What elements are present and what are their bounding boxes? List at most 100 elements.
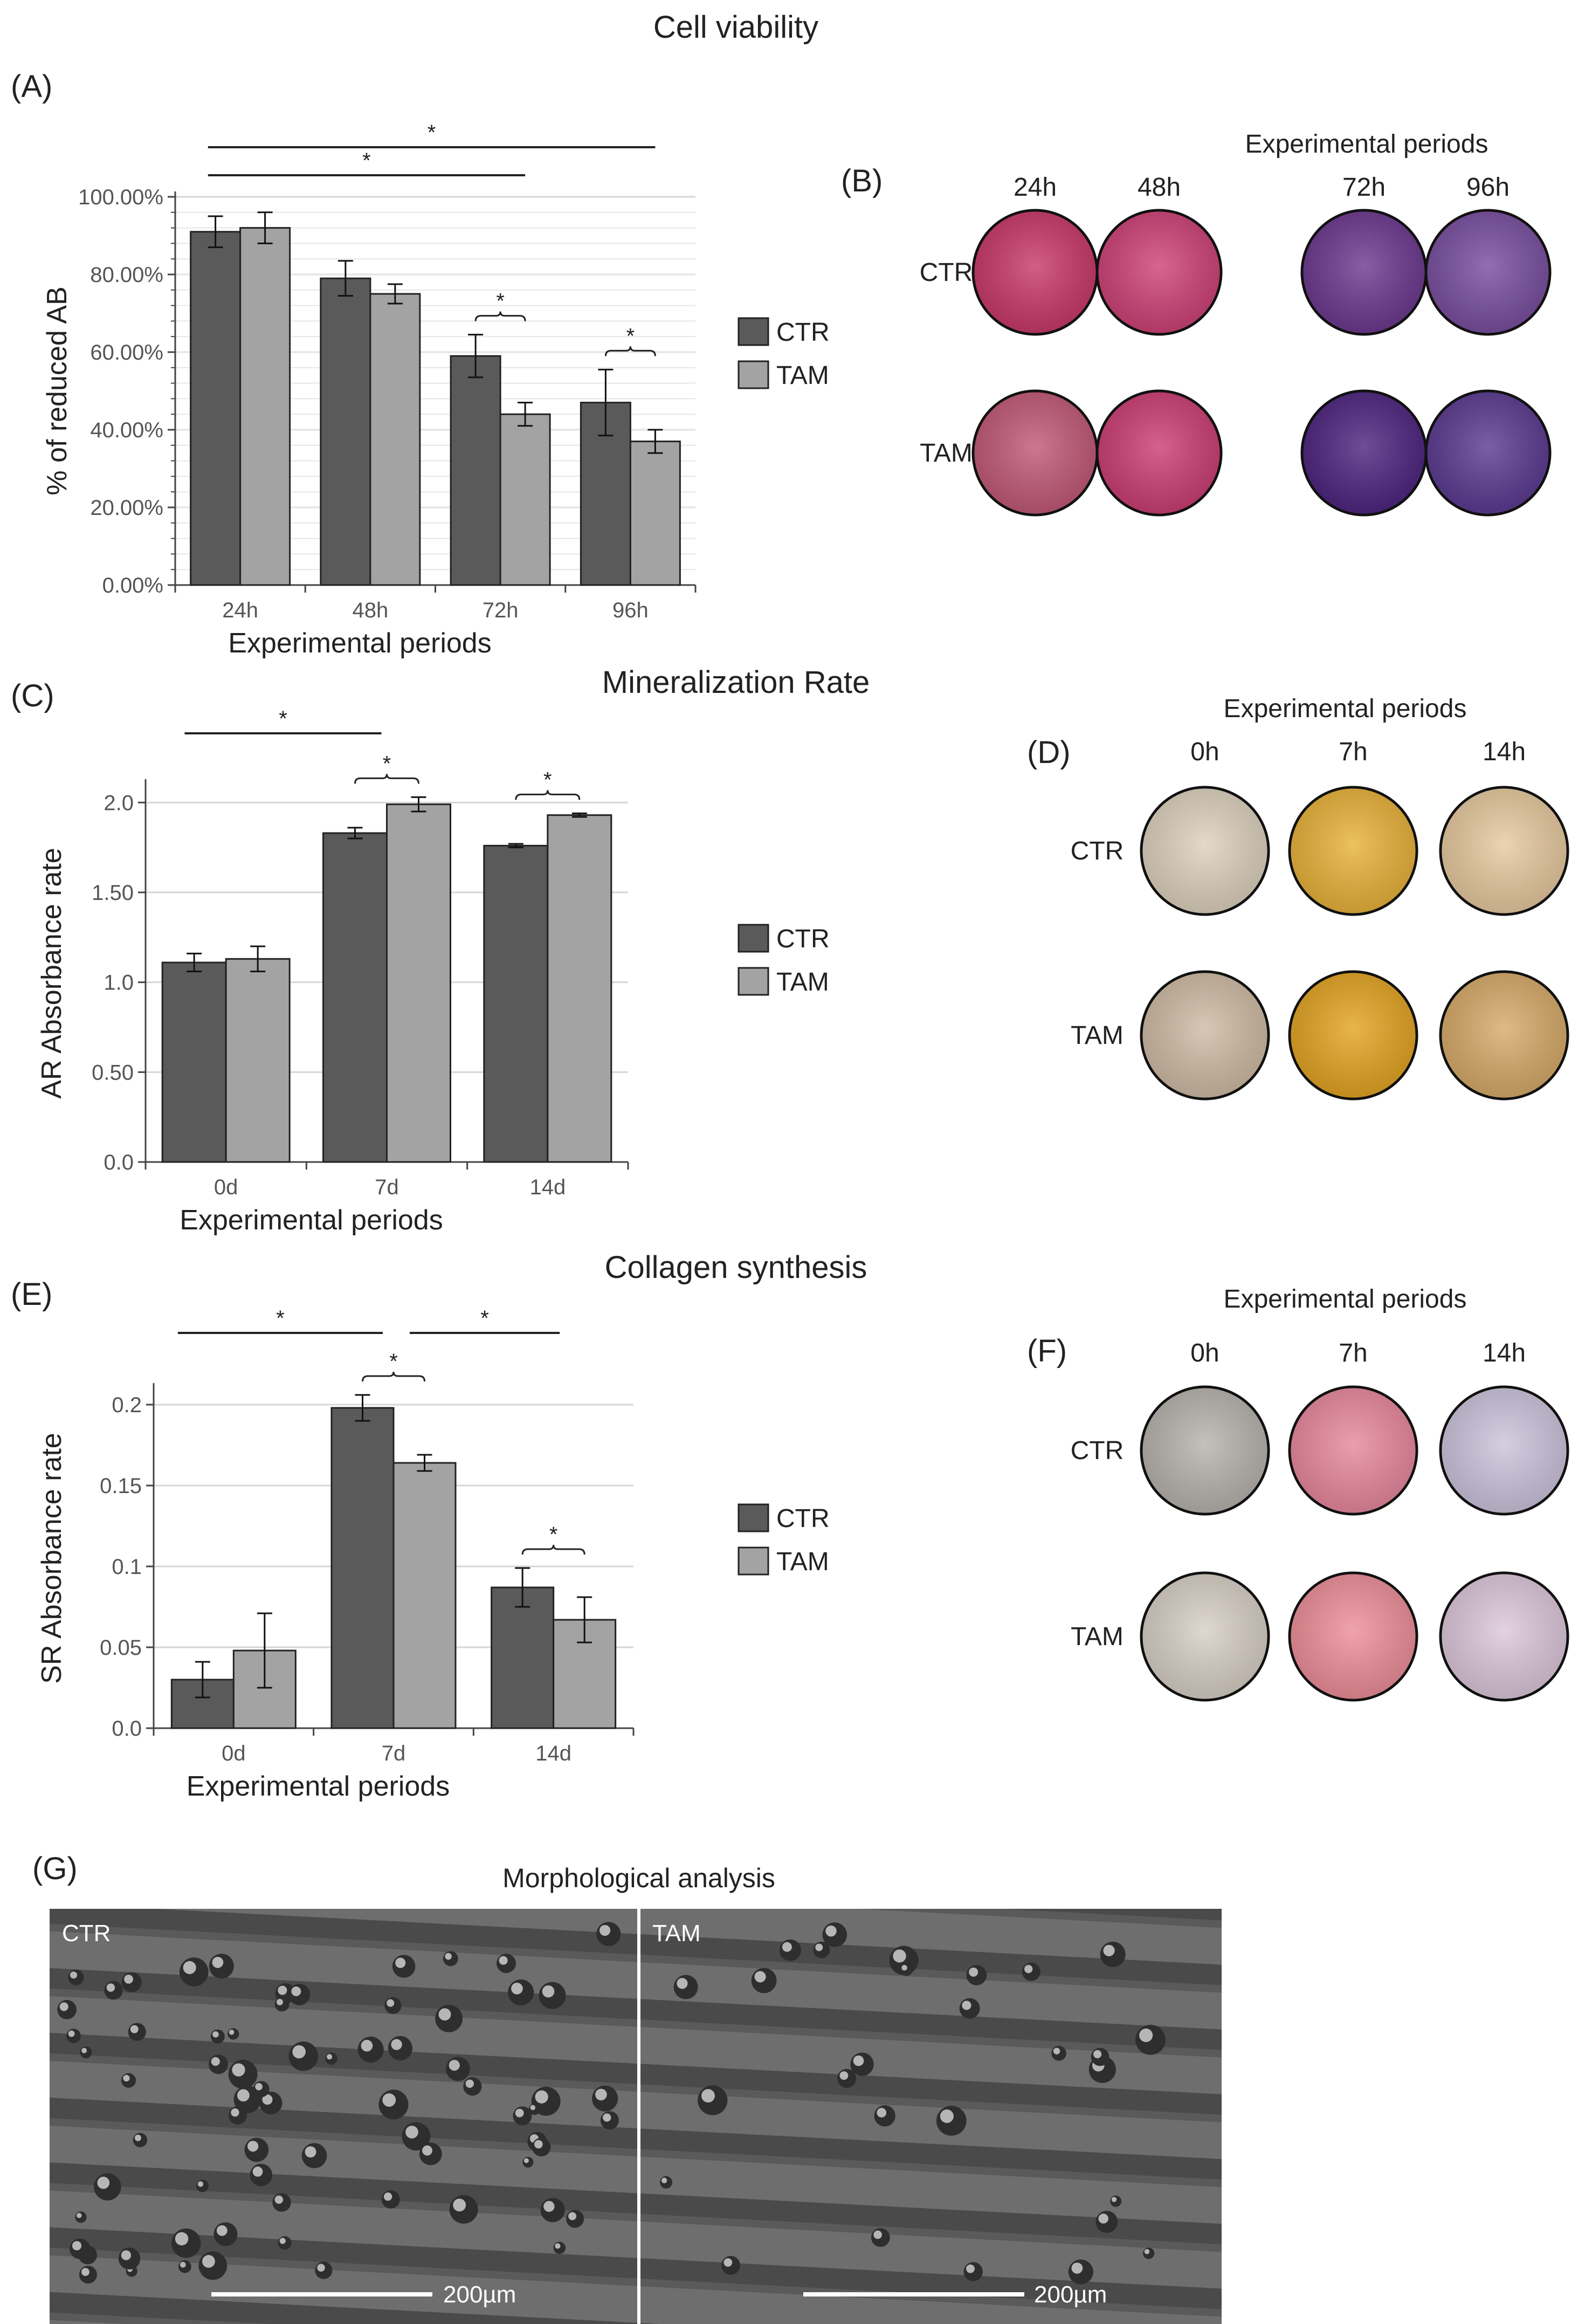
bar-tam xyxy=(225,958,291,1163)
y-tick-label: 20.00% xyxy=(90,496,163,520)
sem-cell-highlight xyxy=(595,2088,607,2101)
sem-cell-highlight xyxy=(535,2090,548,2103)
y-tick-label: 0.2 xyxy=(112,1393,142,1417)
sem-cell-highlight xyxy=(317,2264,325,2272)
sem-cell-highlight xyxy=(542,1985,555,1998)
legend-label-tam: TAM xyxy=(776,361,829,390)
chart-a-title: Cell viability xyxy=(653,10,818,45)
x-tick-label: 96h xyxy=(612,599,649,622)
sem-cell-highlight xyxy=(383,2192,392,2201)
bar-tam xyxy=(369,293,421,586)
well-dish-shading xyxy=(1143,1574,1267,1699)
y-tick-label: 0.00% xyxy=(102,574,163,597)
bar-ctr xyxy=(161,961,227,1163)
sem-cell-highlight xyxy=(543,2201,555,2212)
well-dish-shading xyxy=(1099,212,1219,333)
sem-cell-highlight xyxy=(305,2146,316,2158)
sem-cell-highlight xyxy=(279,2238,286,2244)
sem-cell-highlight xyxy=(262,2094,273,2105)
sem-cell-highlight xyxy=(1103,1944,1115,1957)
sem-cell-highlight xyxy=(252,2167,263,2177)
chart-c-title: Mineralization Rate xyxy=(602,665,870,700)
well-dish-shading xyxy=(1143,1388,1267,1512)
significance-star: * xyxy=(428,121,436,145)
dish-heading: Experimental periods xyxy=(1245,130,1488,159)
sem-cell-highlight xyxy=(969,1967,978,1977)
y-tick-label: 40.00% xyxy=(90,418,163,442)
sem-cell-highlight xyxy=(1139,2029,1153,2043)
sem-cell-highlight xyxy=(453,2198,466,2212)
bar-ctr xyxy=(491,1586,555,1729)
y-tick-label: 1.50 xyxy=(92,881,134,905)
sem-cell-highlight xyxy=(940,2109,954,2123)
y-tick-label: 0.0 xyxy=(104,1151,134,1174)
legend-swatch-tam xyxy=(738,967,769,996)
significance-star: * xyxy=(279,707,287,731)
sem-cell-highlight xyxy=(211,2057,220,2066)
y-tick-label: 0.05 xyxy=(100,1636,142,1660)
sem-cell-highlight xyxy=(877,2108,887,2117)
x-axis-label: Experimental periods xyxy=(187,1771,450,1802)
sem-cell-highlight xyxy=(391,2039,402,2050)
bar-ctr xyxy=(483,844,549,1163)
dish-column-label: 0h xyxy=(1190,1339,1219,1367)
sem-cell-highlight xyxy=(815,1943,823,1951)
chart-c: 0.0 0.50 1.0 1.50 2.0 0d 7d 14d * * * Experimental … xyxy=(36,707,830,1236)
bar-tam xyxy=(547,814,612,1163)
significance-star: * xyxy=(496,290,505,313)
well-dish-shading xyxy=(1442,1574,1566,1699)
sem-cell-highlight xyxy=(175,2232,189,2246)
dish-row-label: TAM xyxy=(1071,1622,1124,1651)
sem-cell-highlight xyxy=(449,2060,460,2071)
sem-cell-highlight xyxy=(81,2268,89,2276)
sem-cell-highlight xyxy=(202,2255,215,2268)
dish-column-label: 72h xyxy=(1342,173,1386,202)
sem-cell-highlight xyxy=(966,2264,975,2273)
y-tick-label: 0.15 xyxy=(100,1474,142,1498)
sem-cell-highlight xyxy=(1144,2249,1150,2254)
sem-image-ctr: CTR 200µm xyxy=(50,1909,637,2324)
sem-cell-highlight xyxy=(291,1986,301,1997)
sem-cell-highlight xyxy=(232,2063,245,2077)
sem-cell-highlight xyxy=(962,2000,971,2010)
chart-e: 0.0 0.05 0.1 0.15 0.2 0d 7d 14d * * * * Experimental… xyxy=(36,1307,830,1802)
legend-label-ctr: CTR xyxy=(776,925,830,953)
well-dish-shading xyxy=(1442,789,1566,913)
x-tick-label: 7d xyxy=(375,1175,399,1199)
sem-cell-highlight xyxy=(212,2031,219,2038)
sem-cell-highlight xyxy=(81,2047,87,2053)
well-dish-shading xyxy=(1428,212,1548,333)
legend-label-ctr: CTR xyxy=(776,1504,830,1533)
x-axis-label: Experimental periods xyxy=(228,628,491,659)
sem-cell-highlight xyxy=(901,1964,907,1971)
sem-cell-highlight xyxy=(123,2075,130,2082)
panel-label-g: (G) xyxy=(32,1851,78,1886)
legend-label-tam: TAM xyxy=(776,968,829,996)
sem-cell-highlight xyxy=(465,2079,474,2088)
well-dish-shading xyxy=(1291,1574,1415,1699)
panel-label-f: (F) xyxy=(1027,1333,1067,1369)
dish-row-label: CTR xyxy=(1071,1436,1124,1465)
significance-star: * xyxy=(543,768,552,792)
sem-cell-highlight xyxy=(568,2212,577,2220)
x-tick-label: 0d xyxy=(222,1742,246,1765)
x-tick-label: 0d xyxy=(214,1175,238,1199)
y-tick-label: 0.0 xyxy=(112,1717,142,1741)
panel-label-a: (A) xyxy=(11,69,52,104)
legend-swatch-ctr xyxy=(738,924,769,953)
sem-cell-highlight xyxy=(1111,2197,1117,2202)
sem-cell-highlight xyxy=(893,1949,906,1963)
sem-cell-highlight xyxy=(77,2212,82,2218)
well-dish-shading xyxy=(1143,973,1267,1097)
scale-text-tam: 200µm xyxy=(1034,2281,1107,2308)
sem-cell-highlight xyxy=(327,2054,333,2060)
panel-label-e: (E) xyxy=(11,1277,52,1312)
sem-cell-highlight xyxy=(276,1998,283,2006)
sem-label-ctr: CTR xyxy=(62,1920,111,1947)
sem-cell-highlight xyxy=(395,1957,406,1968)
chart-a: 0.00% 20.00% 40.00% 60.00% 80.00% 100.00% 24h 4… xyxy=(42,121,830,659)
sem-cell-highlight xyxy=(515,2108,524,2117)
sem-cell-highlight xyxy=(237,2089,250,2102)
sem-cell-highlight xyxy=(445,1952,452,1960)
